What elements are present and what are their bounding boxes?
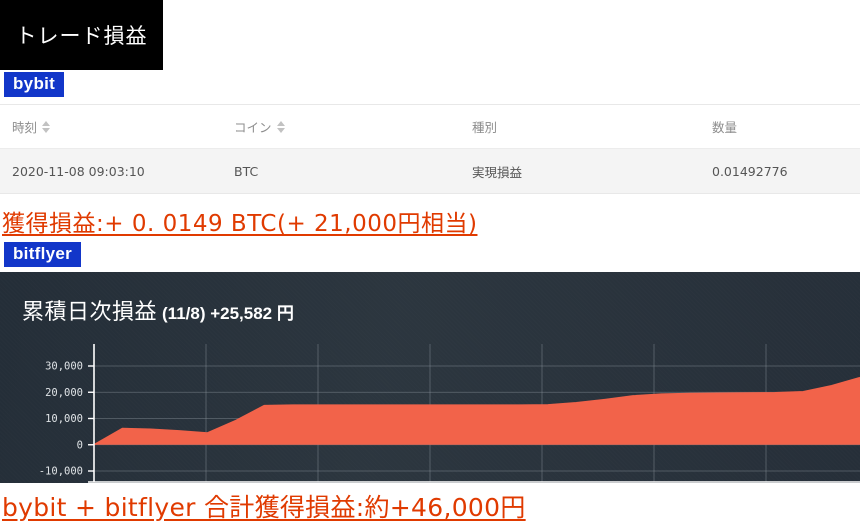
chart-ytick-labels: 30,000 20,000 10,000 0 -10,000 (39, 361, 83, 478)
sort-icon[interactable] (42, 120, 51, 133)
column-header-coin[interactable]: コイン (234, 104, 472, 149)
table-row[interactable]: 2020-11-08 09:03:10 BTC 実現損益 0.01492776 (0, 148, 860, 194)
page-title-banner: トレード損益 (0, 0, 163, 70)
cell-kind: 実現損益 (472, 148, 712, 194)
chart-area-series (94, 377, 860, 445)
cumulative-pnl-chart-panel: 累積日次損益 (11/8) +25,582 円 30,000 20,000 10,00… (0, 272, 860, 483)
chart-ytick-label: 20,000 (45, 387, 83, 399)
chart-ytick-label: 10,000 (45, 413, 83, 425)
page-title: トレード損益 (15, 24, 148, 48)
chart-title-sub: (11/8) +25,582 円 (162, 304, 294, 323)
chart-title: 累積日次損益 (11/8) +25,582 円 (22, 294, 294, 326)
cell-amount: 0.01492776 (712, 148, 860, 194)
column-header-kind-label: 種別 (472, 120, 498, 135)
column-header-amount-label: 数量 (712, 120, 738, 135)
exchange-badge-bybit: bybit (4, 72, 65, 97)
sort-icon[interactable] (276, 120, 285, 133)
chart-title-main: 累積日次損益 (22, 300, 158, 325)
exchange-badge-bitflyer: bitflyer (4, 242, 82, 267)
column-header-time[interactable]: 時刻 (0, 104, 234, 149)
trade-history-table: 時刻 コイン 種別 (0, 104, 860, 194)
bybit-profit-summary: 獲得損益:+ 0. 0149 BTC(+ 21,000円相当) (2, 211, 478, 237)
column-header-coin-label: コイン (234, 120, 272, 135)
column-header-kind: 種別 (472, 104, 712, 149)
chart-ytick-label: 0 (77, 439, 83, 451)
column-header-amount: 数量 (712, 104, 860, 149)
cell-time: 2020-11-08 09:03:10 (0, 148, 234, 194)
table-header-row: 時刻 コイン 種別 (0, 104, 860, 149)
cell-coin: BTC (234, 148, 472, 194)
total-profit-summary: bybit + bitflyer 合計獲得損益:約+46,000円 (2, 493, 526, 522)
chart-svg: 30,000 20,000 10,000 0 -10,000 (39, 344, 860, 483)
chart-line-series (93, 376, 860, 446)
chart-ytick-label: -10,000 (39, 466, 83, 478)
column-header-time-label: 時刻 (12, 120, 38, 135)
chart-ytick-label: 30,000 (45, 361, 83, 373)
